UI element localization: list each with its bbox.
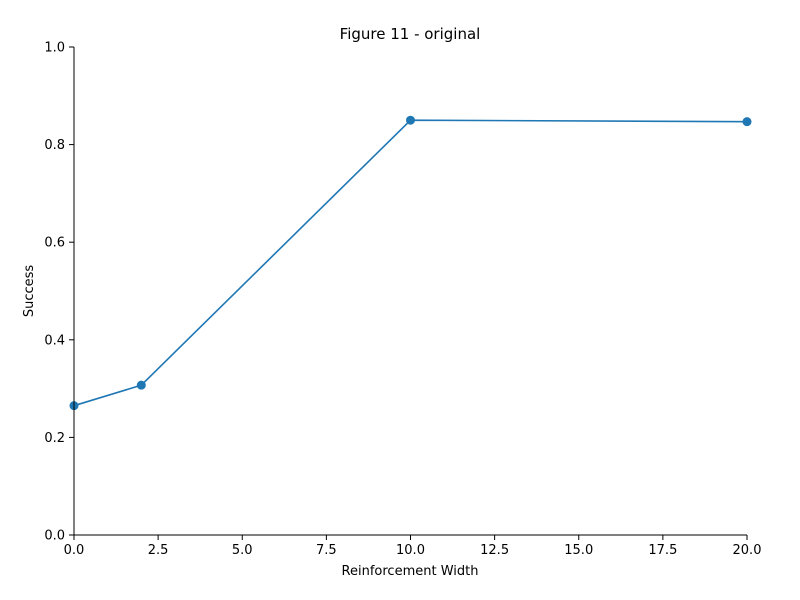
y-ticks: 0.0 0.2 0.4 0.6 0.8 1.0 bbox=[44, 41, 74, 544]
x-tick-label: 5.0 bbox=[232, 543, 253, 558]
chart-title: Figure 11 - original bbox=[340, 25, 481, 43]
series-line bbox=[73, 119, 748, 407]
y-tick-label: 1.0 bbox=[44, 41, 65, 56]
x-tick-label: 17.5 bbox=[648, 543, 677, 558]
x-tick-label: 10.0 bbox=[396, 543, 425, 558]
y-tick-label: 0.8 bbox=[44, 138, 65, 153]
data-point bbox=[136, 380, 146, 390]
y-axis-label: Success bbox=[22, 265, 37, 318]
x-ticks: 0.0 2.5 5.0 7.5 10.0 12.5 15.0 17.5 20.0 bbox=[64, 535, 762, 558]
x-tick-label: 0.0 bbox=[64, 543, 85, 558]
x-tick-label: 20.0 bbox=[733, 543, 762, 558]
x-tick-label: 2.5 bbox=[148, 543, 169, 558]
y-tick-label: 0.6 bbox=[44, 236, 65, 251]
y-tick-label: 0.2 bbox=[44, 431, 65, 446]
y-tick-label: 0.0 bbox=[44, 529, 65, 544]
x-tick-label: 7.5 bbox=[316, 543, 337, 558]
x-tick-label: 12.5 bbox=[480, 543, 509, 558]
data-point bbox=[406, 115, 415, 125]
data-point bbox=[742, 117, 752, 127]
plot-area: 0.0 2.5 5.0 7.5 10.0 12.5 15.0 17.5 20.0 0.00.20… bbox=[44, 41, 761, 559]
x-axis-label: Reinforcement Width bbox=[342, 564, 479, 579]
y-tick-label: 0.4 bbox=[44, 333, 65, 348]
x-tick-label: 15.0 bbox=[564, 543, 593, 558]
